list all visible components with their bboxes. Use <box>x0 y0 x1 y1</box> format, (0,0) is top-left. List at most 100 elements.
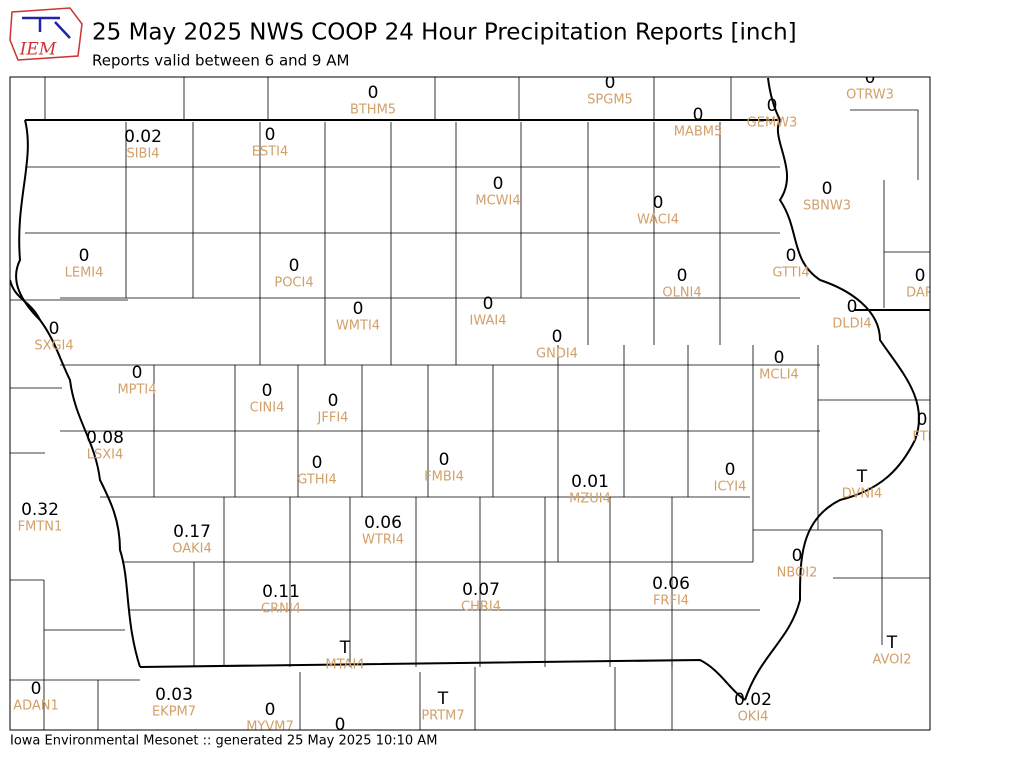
station-value: T <box>339 638 351 658</box>
subtitle: Reports valid between 6 and 9 AM <box>92 52 349 70</box>
footer: Iowa Environmental Mesonet :: generated … <box>10 734 437 749</box>
station-value: 0 <box>792 546 803 566</box>
station-value: 0 <box>917 410 928 430</box>
station-id: SBNW3 <box>803 199 851 214</box>
station-value: 0 <box>693 105 704 125</box>
station-value: 0 <box>915 266 926 286</box>
station-id: CHRI4 <box>461 600 501 615</box>
station-value: 0 <box>289 256 300 276</box>
station-id: MCLI4 <box>759 368 799 383</box>
station-id: FMTN1 <box>18 520 63 535</box>
station-value: 0 <box>353 299 364 319</box>
station-value: 0.03 <box>155 685 193 705</box>
station-id: WACI4 <box>637 213 679 228</box>
station-id: OLNI4 <box>662 286 701 301</box>
station-id: LEMI4 <box>65 266 104 281</box>
station-id: DVNI4 <box>842 487 883 502</box>
station-value: 0.02 <box>734 690 772 710</box>
station-value: 0 <box>605 73 616 93</box>
station-id: OAKI4 <box>172 542 212 557</box>
station-value: 0 <box>865 68 876 88</box>
station-id: PRTM7 <box>421 709 464 724</box>
station-value: T <box>437 689 449 709</box>
county-lines <box>10 77 930 730</box>
station-id: GNDI4 <box>536 347 578 362</box>
title: 25 May 2025 NWS COOP 24 Hour Precipitati… <box>92 20 797 46</box>
station-value: T <box>886 633 898 653</box>
station-id: MTAI4 <box>325 658 364 673</box>
station-value: 0 <box>677 266 688 286</box>
station-id: FTI <box>912 430 931 445</box>
station-value: 0.11 <box>262 582 300 602</box>
station-id: WMTI4 <box>336 319 380 334</box>
station-value: 0.02 <box>124 127 162 147</box>
station-id: IWAI4 <box>470 314 507 329</box>
station-id: CINI4 <box>250 401 285 416</box>
station-value: 0 <box>79 246 90 266</box>
station-value: 0 <box>552 327 563 347</box>
station-value: 0 <box>767 96 778 116</box>
station-value: 0 <box>132 363 143 383</box>
station-id: DAR <box>906 286 934 301</box>
station-id: MYVM7 <box>246 720 294 735</box>
station-value: 0.06 <box>364 513 402 533</box>
station-id: OTRW3 <box>846 88 894 103</box>
station-id: EKPM7 <box>152 705 196 720</box>
station-value: 0 <box>653 193 664 213</box>
station-value: 0 <box>335 715 346 735</box>
station-id: ADAN1 <box>13 699 59 714</box>
logo-text: IEM <box>19 40 57 60</box>
station-id: DLDI4 <box>832 317 871 332</box>
station-value: 0 <box>31 679 42 699</box>
station-id: NBOI2 <box>777 566 818 581</box>
station-id: ESTI4 <box>252 145 289 160</box>
station-value: 0 <box>262 381 273 401</box>
station-value: 0.06 <box>652 574 690 594</box>
station-value: 0.17 <box>173 522 211 542</box>
station-id: OKI4 <box>738 710 769 725</box>
station-value: 0 <box>439 450 450 470</box>
station-id: JFFI4 <box>317 411 349 426</box>
station-id: SIBI4 <box>126 147 159 162</box>
state-lines <box>10 77 930 701</box>
station-value: 0.08 <box>86 428 124 448</box>
station-id: GTHI4 <box>297 473 336 488</box>
station-value: 0 <box>368 83 379 103</box>
station-value: 0 <box>312 453 323 473</box>
station-value: 0.01 <box>571 472 609 492</box>
station-id: POCI4 <box>274 276 313 291</box>
station-value: 0 <box>49 319 60 339</box>
station-id: CRNI4 <box>261 602 301 617</box>
map-frame <box>9 76 931 731</box>
station-id: LSXI4 <box>87 448 124 463</box>
station-value: 0 <box>265 700 276 720</box>
station-id: MZUI4 <box>569 492 611 507</box>
station-value: 0 <box>774 348 785 368</box>
logo: IEM <box>9 7 83 61</box>
station-value: 0.07 <box>462 580 500 600</box>
station-id: MPTI4 <box>117 383 156 398</box>
station-value: 0 <box>786 246 797 266</box>
station-id: WTRI4 <box>362 533 404 548</box>
station-value: 0 <box>265 125 276 145</box>
station-id: AVOI2 <box>872 653 911 668</box>
station-value: 0.32 <box>21 500 59 520</box>
station-id: GEMW3 <box>747 116 798 131</box>
station-id: FRFI4 <box>653 594 689 609</box>
station-id: BTHM5 <box>350 103 396 118</box>
station-id: ICYI4 <box>714 480 747 495</box>
station-id: GTTI4 <box>772 266 809 281</box>
station-value: 0 <box>483 294 494 314</box>
station-id: SXGI4 <box>34 339 73 354</box>
station-value: 0 <box>725 460 736 480</box>
station-value: 0 <box>847 297 858 317</box>
station-value: T <box>856 467 868 487</box>
station-id: SPGM5 <box>587 93 633 108</box>
station-id: MABM5 <box>674 125 723 140</box>
station-value: 0 <box>822 179 833 199</box>
station-value: 0 <box>328 391 339 411</box>
station-id: MCWI4 <box>475 194 520 209</box>
